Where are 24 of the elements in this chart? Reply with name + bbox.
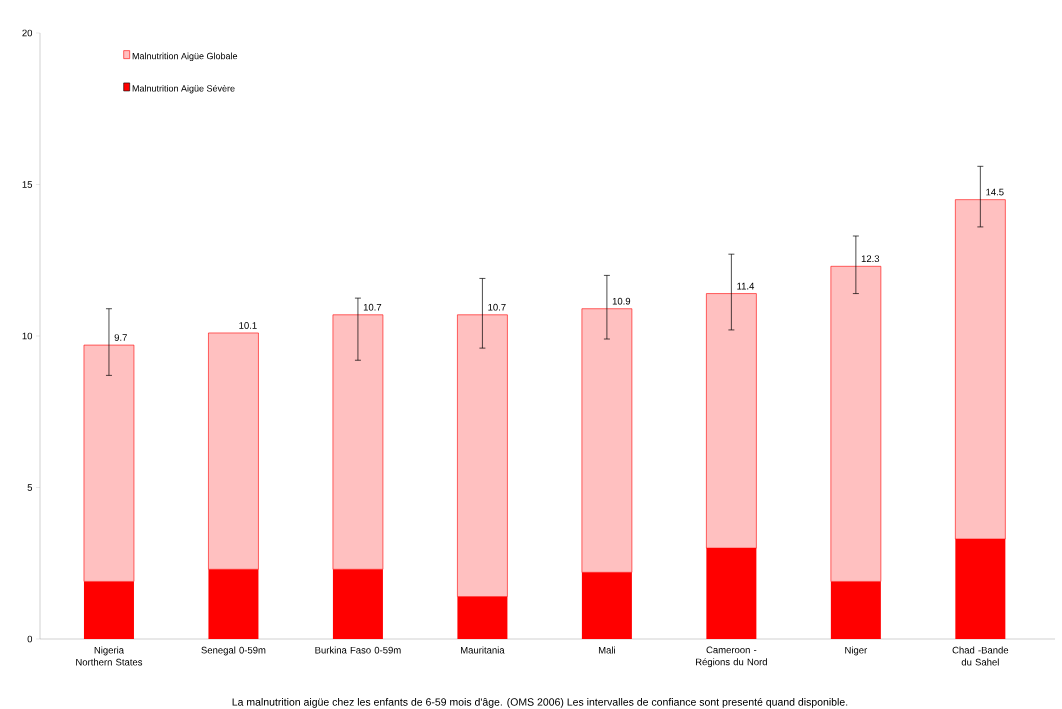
x-tick-label: Burkina Faso 0-59m <box>315 646 401 654</box>
text: La malnutrition aigüe chez les enfants de 6-59 mois d'âge. (OMS 2006) Les intervalles de confiance sont presenté quand disponible. <box>232 697 848 708</box>
total-label: 10.1 <box>239 322 257 329</box>
y-tick-label: 15 <box>22 181 33 188</box>
legend-label: Malnutrition Aigüe Globale <box>132 52 238 62</box>
total-label: 10.9 <box>612 297 631 305</box>
total-label: 11.4 <box>737 282 755 290</box>
total-label: 10.7 <box>488 303 506 311</box>
x-tick-label: Mali <box>598 646 615 654</box>
x-tick-label: Cameroon -Régions du Nord <box>695 646 767 668</box>
legend-label: Malnutrition Aigüe Sévère <box>132 84 235 94</box>
total-label: 14.5 <box>986 188 1004 196</box>
total-label: 9.7 <box>114 334 127 341</box>
x-tick-label: Niger <box>845 646 868 656</box>
x-tick-label: Mauritania <box>461 646 505 654</box>
y-tick-label: 5 <box>27 484 33 491</box>
total-label: 10.7 <box>363 303 382 311</box>
x-tick-label: Chad -Bande du Sahel <box>952 646 1009 666</box>
y-tick-label: 10 <box>22 332 33 340</box>
x-tick-label: Senegal 0-59m <box>201 646 266 656</box>
x-tick-label: Nigeria Northern States <box>76 646 143 666</box>
y-tick-label: 20 <box>22 29 33 37</box>
y-tick-label: 0 <box>27 635 33 643</box>
total-label: 12.3 <box>861 255 880 263</box>
